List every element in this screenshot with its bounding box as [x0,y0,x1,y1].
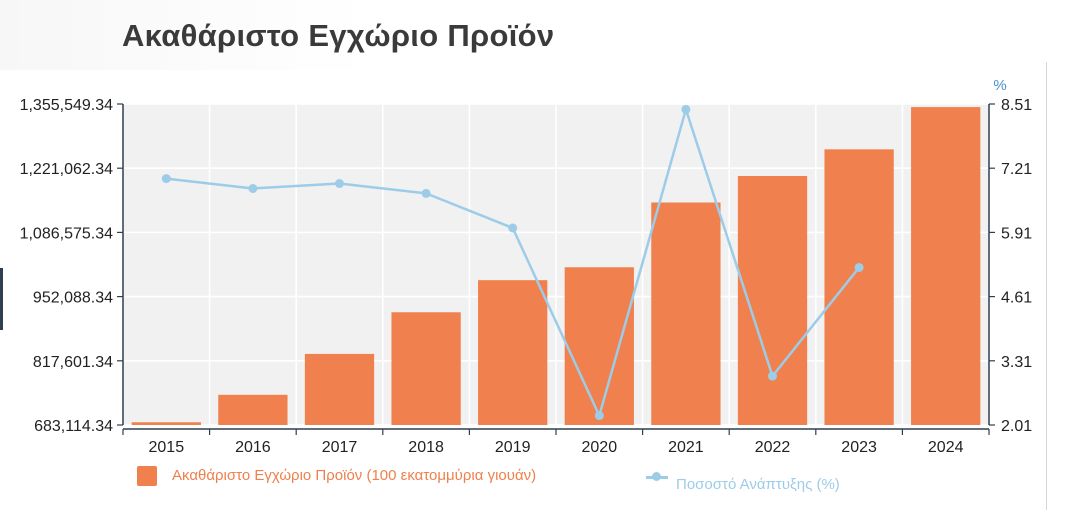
y-right-unit-label: % [993,77,1006,94]
y-right-tick-label: 2.01 [1001,418,1032,435]
bar-gdp-2020 [564,267,634,425]
y-right-tick-label: 8.51 [1001,97,1032,114]
y-right-tick-label: 4.61 [1001,290,1032,307]
x-tick-label: 2022 [755,439,791,456]
y-right-tick-label: 5.91 [1001,225,1032,242]
x-tick-label: 2015 [149,439,185,456]
frame-left-mark [0,268,3,330]
bar-gdp-2015 [131,422,201,425]
legend-growth-label: Ποσοστό Ανάπτυξης (%) [676,476,840,493]
bar-gdp-2016 [218,394,288,425]
y-left-tick-label: 1,086,575.34 [20,225,114,242]
x-tick-label: 2019 [495,439,531,456]
point-growth-2022 [768,371,777,381]
frame-right-border [1046,62,1047,510]
x-tick-label: 2018 [408,439,444,456]
chart-title: Ακαθάριστο Εγχώριο Προϊόν [122,18,555,53]
legend-gdp-swatch [137,466,157,486]
bar-gdp-2023 [824,149,894,425]
y-right-tick-label: 7.21 [1001,161,1032,178]
x-tick-label: 2020 [582,439,618,456]
point-growth-2015 [161,174,171,184]
y-right-tick-label: 3.31 [1001,354,1032,371]
point-growth-2023 [854,262,864,272]
x-tick-label: 2016 [235,439,271,456]
point-growth-2021 [681,104,691,114]
bar-gdp-2017 [304,353,375,425]
bar-gdp-2024 [911,107,981,425]
y-left-tick-label: 1,355,549.34 [20,97,114,114]
x-tick-label: 2017 [322,439,358,456]
bar-gdp-2021 [651,202,721,425]
legend-gdp-label: Ακαθάριστο Εγχώριο Προϊόν (100 εκατομμύρ… [172,467,537,484]
y-left-tick-label: 1,221,062.34 [20,161,114,178]
point-growth-2020 [594,411,604,421]
legend-growth-dot [652,472,661,481]
point-growth-2019 [508,223,518,233]
x-tick-label: 2024 [928,439,964,456]
bar-gdp-2019 [478,280,548,425]
point-growth-2017 [335,179,344,189]
point-growth-2016 [248,183,258,193]
y-left-tick-label: 952,088.34 [33,290,113,307]
y-left-tick-label: 817,601.34 [33,354,113,371]
title-band [0,0,1065,70]
bar-gdp-2018 [391,312,461,425]
point-growth-2018 [421,188,431,198]
y-left-tick-label: 683,114.34 [34,418,113,435]
x-tick-label: 2023 [841,439,877,456]
bar-gdp-2022 [737,175,808,425]
x-tick-label: 2021 [668,439,704,456]
